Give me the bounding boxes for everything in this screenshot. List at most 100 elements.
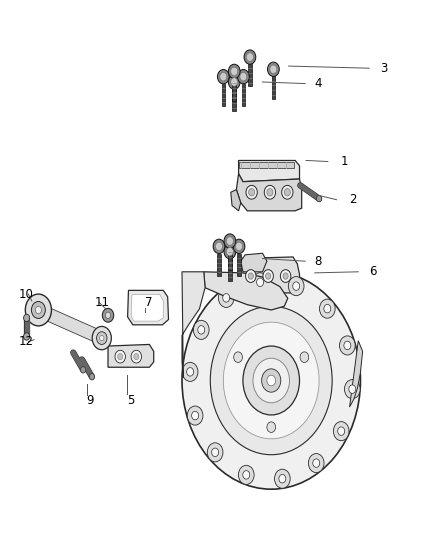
Circle shape	[218, 69, 229, 84]
Circle shape	[35, 306, 42, 314]
Circle shape	[96, 332, 107, 344]
Circle shape	[317, 196, 322, 202]
Bar	[228, 259, 232, 281]
Circle shape	[338, 427, 345, 435]
Circle shape	[240, 72, 247, 81]
Circle shape	[228, 64, 240, 78]
Circle shape	[236, 242, 243, 251]
Circle shape	[228, 75, 240, 89]
Circle shape	[233, 239, 245, 254]
Text: 2: 2	[350, 193, 357, 206]
Circle shape	[213, 239, 225, 254]
Polygon shape	[108, 344, 154, 367]
Circle shape	[219, 288, 234, 308]
Circle shape	[282, 185, 293, 199]
Polygon shape	[239, 257, 300, 293]
Circle shape	[215, 242, 223, 251]
Circle shape	[194, 320, 209, 340]
Text: 10: 10	[19, 288, 34, 301]
Bar	[272, 76, 275, 99]
Bar	[242, 84, 245, 106]
Circle shape	[224, 234, 236, 248]
Circle shape	[207, 443, 223, 462]
Circle shape	[284, 189, 290, 196]
Bar	[233, 78, 236, 101]
Circle shape	[263, 270, 273, 282]
Bar	[228, 248, 232, 270]
Polygon shape	[239, 160, 300, 182]
Circle shape	[102, 309, 114, 322]
Bar	[237, 254, 241, 276]
Circle shape	[81, 367, 86, 373]
Text: 5: 5	[127, 393, 134, 407]
Circle shape	[92, 326, 111, 350]
Text: 11: 11	[95, 296, 110, 309]
Circle shape	[210, 306, 332, 455]
Circle shape	[244, 50, 256, 64]
Polygon shape	[127, 290, 169, 325]
Circle shape	[187, 368, 194, 376]
Circle shape	[261, 369, 281, 392]
Circle shape	[212, 448, 219, 457]
Bar	[222, 84, 225, 106]
Circle shape	[267, 422, 276, 432]
Circle shape	[253, 358, 290, 403]
Circle shape	[243, 471, 250, 479]
Text: 6: 6	[369, 265, 377, 278]
Circle shape	[191, 411, 198, 420]
Circle shape	[243, 346, 300, 415]
Circle shape	[252, 273, 268, 292]
Text: 3: 3	[380, 62, 387, 75]
Circle shape	[24, 314, 30, 321]
Circle shape	[115, 350, 125, 363]
Circle shape	[231, 78, 238, 86]
Polygon shape	[231, 190, 241, 211]
Polygon shape	[240, 161, 294, 168]
Circle shape	[89, 374, 95, 380]
Circle shape	[319, 299, 335, 318]
Text: 12: 12	[19, 335, 34, 348]
Circle shape	[223, 322, 319, 439]
Circle shape	[333, 422, 349, 441]
Circle shape	[283, 273, 288, 279]
Circle shape	[249, 189, 254, 196]
Circle shape	[270, 65, 277, 74]
Bar	[217, 254, 221, 276]
Text: 9: 9	[87, 393, 94, 407]
Circle shape	[247, 53, 253, 61]
Polygon shape	[241, 253, 267, 272]
Polygon shape	[350, 341, 363, 407]
Circle shape	[25, 294, 51, 326]
Circle shape	[117, 353, 123, 360]
Circle shape	[268, 62, 279, 76]
Circle shape	[187, 406, 203, 425]
Circle shape	[339, 336, 355, 355]
Circle shape	[238, 465, 254, 484]
Circle shape	[226, 247, 233, 256]
Circle shape	[280, 270, 291, 282]
Circle shape	[182, 272, 360, 489]
Bar	[233, 89, 236, 111]
Text: 1: 1	[341, 155, 348, 168]
Circle shape	[267, 375, 276, 386]
Circle shape	[344, 379, 360, 399]
Circle shape	[293, 282, 300, 290]
Circle shape	[24, 333, 30, 340]
Polygon shape	[204, 272, 288, 310]
Circle shape	[313, 459, 320, 467]
Text: 8: 8	[315, 255, 322, 268]
Circle shape	[182, 362, 198, 382]
Circle shape	[264, 185, 276, 199]
Circle shape	[300, 352, 309, 362]
Circle shape	[257, 278, 264, 287]
Text: 4: 4	[315, 77, 322, 90]
Circle shape	[231, 67, 238, 76]
Circle shape	[344, 341, 351, 350]
Circle shape	[131, 350, 141, 363]
Circle shape	[224, 245, 236, 259]
Circle shape	[220, 72, 227, 81]
Circle shape	[106, 312, 111, 318]
Circle shape	[198, 326, 205, 334]
Circle shape	[324, 304, 331, 313]
Circle shape	[275, 469, 290, 488]
